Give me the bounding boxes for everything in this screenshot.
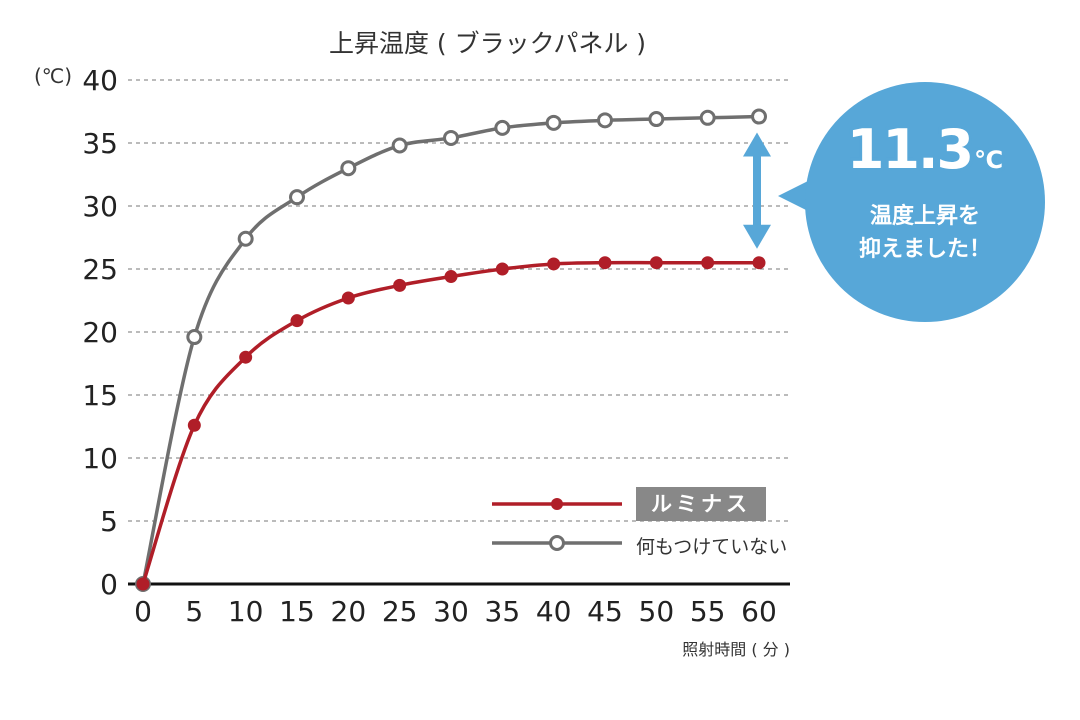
y-tick-label-10: 10 [82, 442, 118, 475]
series-1-point-20 [340, 160, 357, 177]
y-tick-label-25: 25 [82, 253, 118, 286]
series-0-point-10 [239, 350, 253, 364]
series-0-point-15 [290, 314, 304, 328]
y-tick-label-5: 5 [100, 505, 118, 538]
difference-arrow-head-up [743, 132, 771, 157]
x-tick-label-0: 0 [134, 595, 152, 628]
series-0-point-55 [701, 256, 715, 270]
series-0-point-30 [444, 270, 458, 284]
difference-callout: 11.3℃ 温度上昇を 抑えました！ [805, 82, 1045, 322]
difference-value: 11.3℃ [846, 118, 1004, 181]
series-1-point-60 [751, 108, 767, 125]
series-0-point-0 [136, 577, 150, 591]
legend-label-untreated: 何もつけていない [636, 536, 788, 558]
x-tick-label-55: 55 [690, 595, 726, 628]
legend-marker-luminous [551, 498, 563, 510]
series-0-point-5 [187, 418, 201, 432]
series-0-point-40 [547, 257, 561, 271]
series-1-point-50 [648, 111, 665, 128]
x-tick-label-5: 5 [185, 595, 203, 628]
series-1-point-40 [545, 114, 562, 131]
x-tick-label-50: 50 [639, 595, 675, 628]
series-1-point-10 [237, 230, 254, 247]
x-tick-label-10: 10 [228, 595, 264, 628]
series-0-point-25 [393, 278, 407, 292]
series-0-point-35 [495, 262, 509, 276]
difference-message: 温度上昇を 抑えました！ [858, 204, 991, 262]
series-1-point-35 [494, 119, 511, 136]
x-tick-label-25: 25 [382, 595, 418, 628]
x-axis-label: 照射時間 ( 分 ) [682, 640, 790, 659]
series-0-point-20 [341, 291, 355, 305]
difference-arrow-head-down [743, 224, 771, 249]
y-tick-label-40: 40 [82, 64, 118, 97]
x-tick-label-45: 45 [587, 595, 623, 628]
y-tick-label-0: 0 [100, 568, 118, 601]
x-tick-label-60: 60 [741, 595, 777, 628]
series-1-point-45 [597, 112, 613, 129]
series-0-point-60 [752, 256, 766, 270]
x-tick-label-40: 40 [536, 595, 572, 628]
chart-title: 上昇温度 ( ブラックパネル ) [328, 29, 647, 58]
series-1-point-5 [186, 329, 203, 346]
y-tick-label-20: 20 [82, 316, 118, 349]
x-tick-label-20: 20 [331, 595, 367, 628]
x-tick-label-35: 35 [485, 595, 521, 628]
y-tick-label-35: 35 [82, 127, 118, 160]
y-tick-label-15: 15 [82, 379, 118, 412]
series-0-point-45 [598, 256, 612, 270]
series-0-point-50 [649, 256, 663, 270]
series-1-point-30 [443, 129, 459, 146]
legend-marker-untreated [549, 535, 565, 551]
series-1-point-25 [391, 137, 408, 154]
y-axis-unit-label: (℃) [34, 64, 73, 88]
x-tick-label-15: 15 [279, 595, 315, 628]
legend-label-luminous: ルミナス [636, 487, 766, 521]
x-tick-label-30: 30 [433, 595, 469, 628]
series-1-point-15 [289, 189, 305, 206]
y-tick-label-30: 30 [82, 190, 118, 223]
series-1-point-55 [699, 109, 716, 126]
